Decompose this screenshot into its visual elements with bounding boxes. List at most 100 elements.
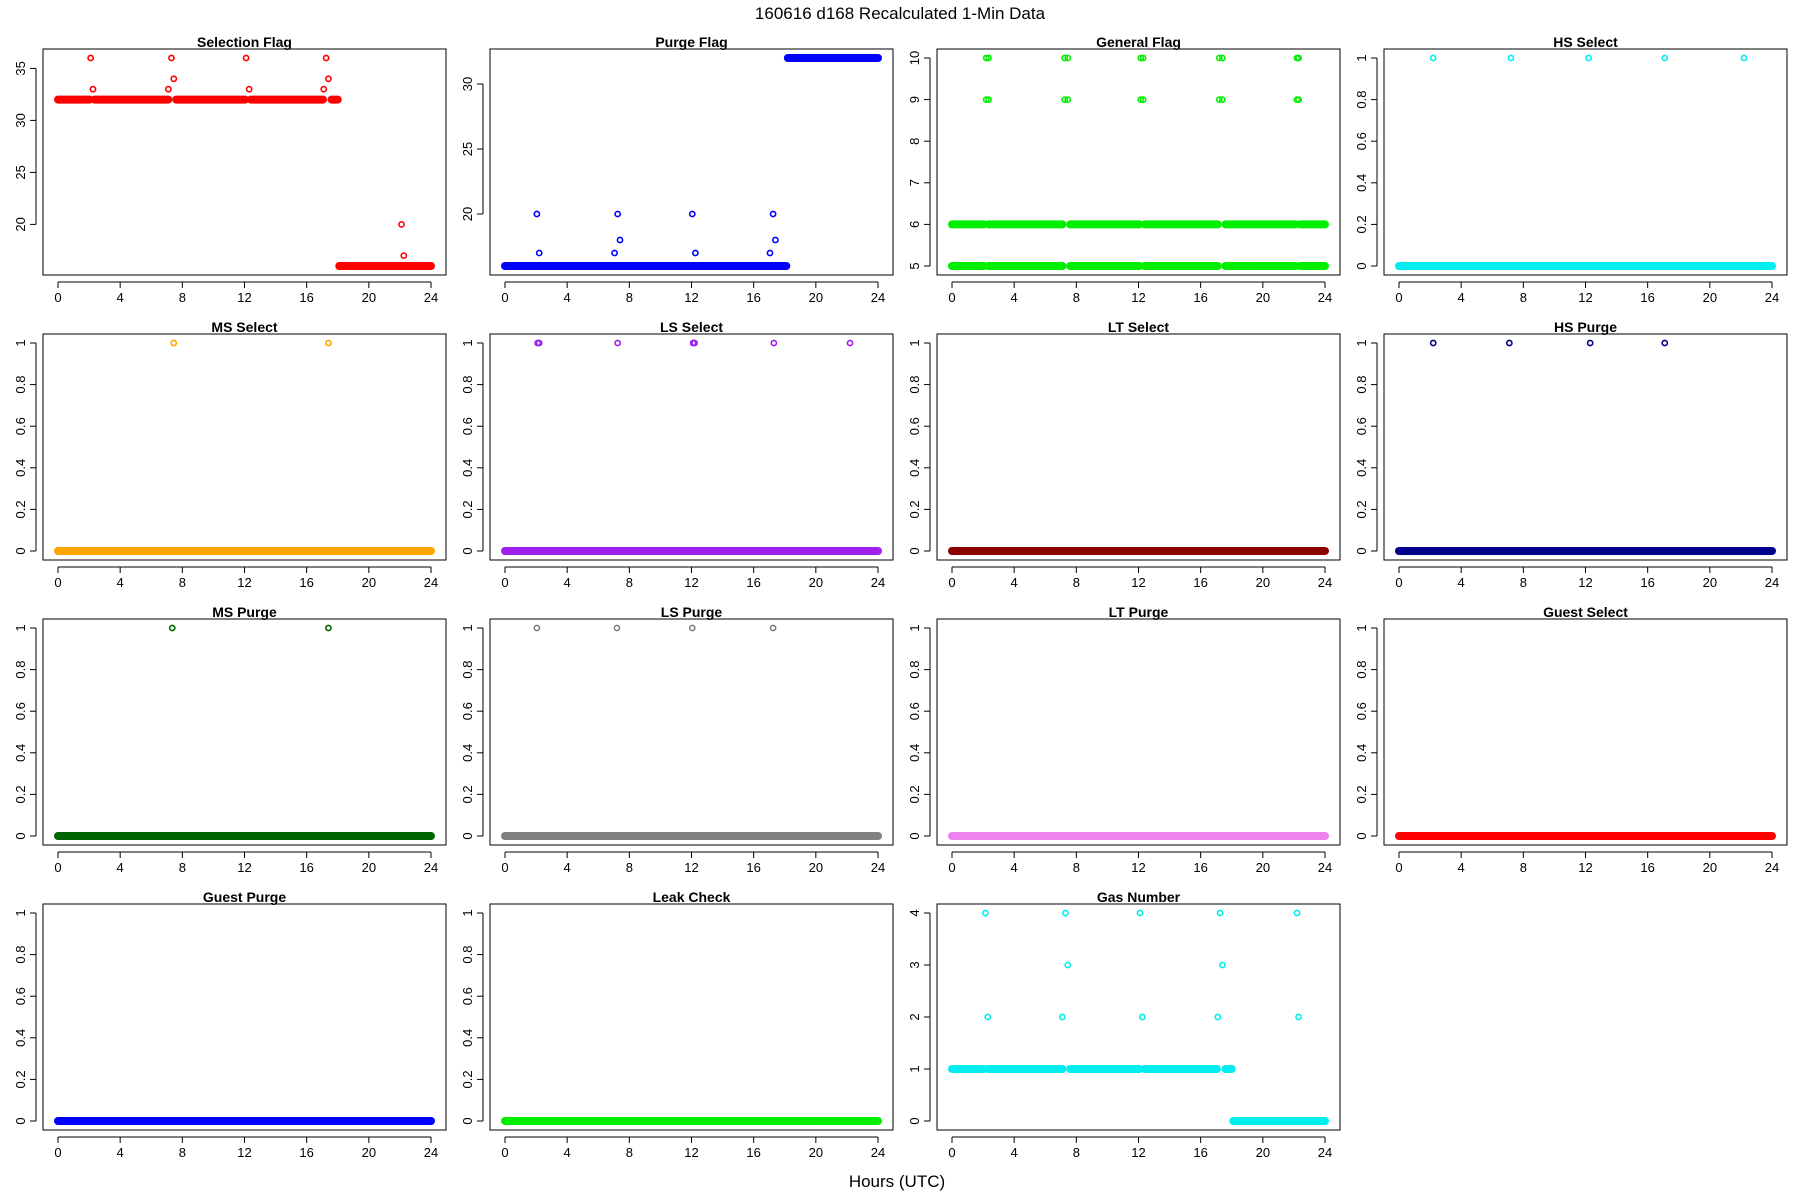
x-tick-label: 24 <box>871 575 885 590</box>
x-tick-label: 24 <box>424 860 438 875</box>
data-point <box>1064 961 1072 969</box>
data-point <box>691 339 699 347</box>
data-point <box>613 624 621 632</box>
x-tick-label: 16 <box>1193 1145 1207 1160</box>
data-point <box>1058 1013 1066 1021</box>
data-point <box>1138 1013 1146 1021</box>
x-tick-label: 8 <box>179 575 186 590</box>
y-tick-label: 10 <box>907 51 922 65</box>
panel-ls-purge: LS Purge 0 4 8 12 16 20 24 0 0.2 0.4 0.6 0.8 1 <box>460 604 894 875</box>
panel-lt-select: LT Select 0 4 8 12 16 20 24 0 0.2 0.4 0.6 0.8 1 <box>907 319 1341 590</box>
y-tick-label: 0.4 <box>907 744 922 762</box>
y-tick-label: 0.2 <box>907 785 922 803</box>
x-tick-label: 4 <box>117 1145 124 1160</box>
y-tick-label: 0.6 <box>13 702 28 720</box>
x-tick-label: 24 <box>1318 1145 1332 1160</box>
data-point <box>611 249 618 257</box>
data-point <box>1586 339 1594 347</box>
y-tick-label: 0 <box>1354 832 1369 839</box>
y-tick-label: 0.4 <box>460 1029 475 1047</box>
x-tick-label: 0 <box>54 860 61 875</box>
y-tick-label: 0.6 <box>460 702 475 720</box>
data-point <box>982 96 990 103</box>
panel-hs-select: HS Select 0 4 8 12 16 20 24 0 0.2 0.4 0.6 0.8 1 <box>1354 34 1788 305</box>
y-tick-label: 0 <box>13 1117 28 1124</box>
x-tick-label: 16 <box>746 1145 760 1160</box>
x-tick-label: 4 <box>117 575 124 590</box>
data-point <box>400 252 408 259</box>
x-tick-label: 16 <box>746 290 760 305</box>
data-point <box>168 54 175 62</box>
data-point <box>985 96 992 103</box>
x-tick-label: 4 <box>1458 575 1465 590</box>
x-tick-label: 0 <box>501 1145 508 1160</box>
x-tick-label: 8 <box>179 290 186 305</box>
y-tick-label: 0.2 <box>1354 215 1369 233</box>
plot-frame <box>936 618 1341 846</box>
y-tick-label: 30 <box>13 113 28 127</box>
y-tick-label: 6 <box>907 221 922 228</box>
data-point <box>769 210 777 218</box>
y-tick-label: 0 <box>460 547 475 554</box>
data-point <box>1293 909 1301 917</box>
panel-title: HS Purge <box>1554 319 1617 335</box>
plot-frame <box>42 618 447 846</box>
y-tick-label: 0.2 <box>1354 500 1369 518</box>
y-tick-label: 0.6 <box>1354 132 1369 150</box>
y-tick-label: 0.4 <box>907 459 922 477</box>
x-tick-label: 0 <box>501 290 508 305</box>
panel-title: General Flag <box>1096 34 1181 50</box>
x-tick-label: 20 <box>1256 575 1270 590</box>
data-point <box>1139 96 1147 103</box>
data-point <box>1219 961 1226 969</box>
data-point <box>1214 1013 1222 1021</box>
panel-title: Selection Flag <box>197 34 292 50</box>
data-point <box>1429 339 1437 347</box>
panel-hs-purge: HS Purge 0 4 8 12 16 20 24 0 0.2 0.4 0.6 0.8 1 <box>1354 319 1788 590</box>
panel-title: HS Select <box>1553 34 1618 50</box>
x-tick-label: 20 <box>1703 575 1717 590</box>
data-point <box>168 624 176 632</box>
x-tick-label: 12 <box>1578 290 1592 305</box>
y-tick-label: 0.8 <box>907 661 922 679</box>
plot-frame <box>936 903 1341 1131</box>
x-tick-label: 20 <box>362 290 376 305</box>
y-tick-label: 1 <box>13 909 28 916</box>
x-tick-label: 12 <box>684 860 698 875</box>
y-tick-label: 25 <box>460 142 475 156</box>
x-tick-label: 0 <box>501 860 508 875</box>
data-point <box>985 54 992 62</box>
x-tick-label: 12 <box>237 860 251 875</box>
panel-selection-flag: Selection Flag 0 4 8 12 16 20 24 20 25 30 35 <box>13 34 447 305</box>
figure-title: 160616 d168 Recalculated 1-Min Data <box>755 4 1046 23</box>
x-tick-label: 8 <box>1073 1145 1080 1160</box>
panel-title: MS Purge <box>212 604 277 620</box>
x-tick-label: 4 <box>1011 860 1018 875</box>
x-tick-label: 12 <box>1131 290 1145 305</box>
data-point <box>1295 1013 1302 1021</box>
panel-title: Leak Check <box>653 889 731 905</box>
x-tick-label: 8 <box>1073 575 1080 590</box>
y-tick-label: 0.4 <box>460 459 475 477</box>
panel-purge-flag: Purge Flag 0 4 8 12 16 20 24 20 25 30 <box>460 34 894 305</box>
y-tick-label: 20 <box>13 217 28 231</box>
x-tick-label: 12 <box>237 290 251 305</box>
panel-leak-check: Leak Check 0 4 8 12 16 20 24 0 0.2 0.4 0.6 0.8 1 <box>460 889 894 1160</box>
x-tick-label: 24 <box>424 575 438 590</box>
x-tick-label: 8 <box>626 290 633 305</box>
y-tick-label: 0.2 <box>13 500 28 518</box>
data-point <box>769 624 777 632</box>
y-tick-label: 0.6 <box>13 417 28 435</box>
y-tick-label: 0.6 <box>907 417 922 435</box>
data-point <box>398 220 405 228</box>
data-point <box>1661 339 1669 347</box>
y-tick-label: 0.2 <box>13 785 28 803</box>
x-tick-label: 24 <box>1318 860 1332 875</box>
y-tick-label: 0 <box>1354 262 1369 269</box>
x-tick-label: 0 <box>948 575 955 590</box>
plot-frame <box>1383 333 1788 561</box>
x-tick-label: 20 <box>362 1145 376 1160</box>
y-tick-label: 0.2 <box>460 500 475 518</box>
